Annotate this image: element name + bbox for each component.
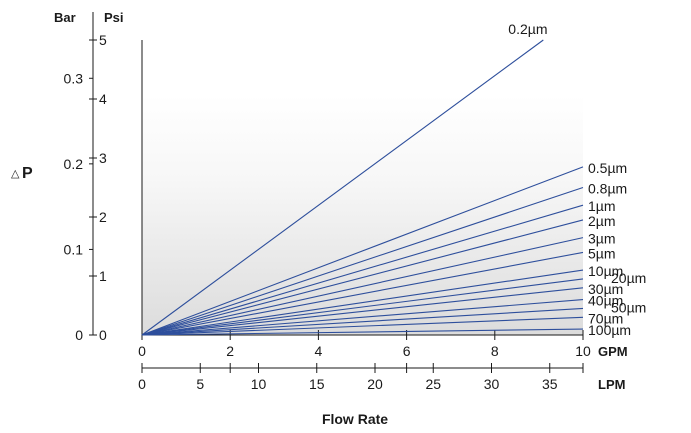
psi-unit-label: Psi bbox=[104, 10, 124, 25]
series-label: 10µm bbox=[588, 263, 623, 279]
lpm-tick-label: 35 bbox=[542, 376, 558, 392]
series-line-0_8um bbox=[141, 186, 584, 336]
series-label: 5µm bbox=[588, 245, 616, 261]
series-label: 100µm bbox=[588, 322, 631, 338]
lpm-tick-label: 0 bbox=[138, 376, 146, 392]
series-line-40um bbox=[141, 299, 584, 336]
gpm-tick-label: 4 bbox=[315, 343, 323, 359]
lpm-unit-label: LPM bbox=[598, 377, 625, 392]
psi-tick-label: 3 bbox=[99, 150, 107, 166]
psi-tick-label: 1 bbox=[99, 268, 107, 284]
series-line-0_5um bbox=[141, 166, 584, 336]
psi-tick-label: 5 bbox=[99, 32, 107, 48]
series-line-100um bbox=[141, 328, 584, 336]
psi-tick-label: 4 bbox=[99, 91, 107, 107]
series-label: 0.8µm bbox=[588, 181, 627, 197]
bar-tick-label: 0.3 bbox=[64, 70, 84, 86]
axes bbox=[89, 12, 584, 373]
lpm-tick-label: 20 bbox=[367, 376, 383, 392]
series-line-50um bbox=[141, 307, 584, 336]
series-label: 0.2µm bbox=[508, 21, 547, 37]
series-label: 2µm bbox=[588, 213, 616, 229]
lpm-tick-label: 10 bbox=[251, 376, 267, 392]
gpm-tick-label: 6 bbox=[403, 343, 411, 359]
series-line-1um bbox=[141, 204, 584, 336]
series-label: 40µm bbox=[588, 293, 623, 309]
series-line-2um bbox=[141, 219, 584, 336]
series-line-20um bbox=[141, 278, 584, 336]
series-line-0_2um bbox=[141, 39, 544, 336]
psi-tick-label: 0 bbox=[99, 327, 107, 343]
gpm-tick-label: 2 bbox=[226, 343, 234, 359]
delta-symbol: △ bbox=[11, 168, 20, 180]
series-line-5um bbox=[141, 251, 584, 336]
bar-tick-label: 0 bbox=[75, 327, 83, 343]
series-label: 30µm bbox=[588, 281, 623, 297]
gpm-unit-label: GPM bbox=[598, 344, 628, 359]
bar-tick-label: 0.1 bbox=[64, 241, 84, 257]
series-label: 50µm bbox=[611, 299, 646, 315]
series-label: 20µm bbox=[611, 270, 646, 286]
x-axis-title: Flow Rate bbox=[322, 411, 388, 427]
y-axis-title: P bbox=[22, 165, 33, 182]
series-label: 0.5µm bbox=[588, 160, 627, 176]
tick-labels: 0 1 2 3 4 5 0 0.1 0.2 0.3 0 2 4 6 8 10 0 5 10 15 20 25 30 35 bbox=[64, 32, 591, 392]
gpm-tick-label: 10 bbox=[575, 343, 591, 359]
plot-background bbox=[142, 95, 583, 335]
series-label: 3µm bbox=[588, 231, 616, 247]
bar-tick-label: 0.2 bbox=[64, 156, 84, 172]
series-line-3um bbox=[141, 237, 584, 336]
series-lines bbox=[141, 39, 584, 336]
psi-tick-label: 2 bbox=[99, 209, 107, 225]
lpm-tick-label: 5 bbox=[196, 376, 204, 392]
series-label: 70µm bbox=[588, 310, 623, 326]
series-line-10um bbox=[141, 269, 584, 336]
series-line-70um bbox=[141, 316, 584, 336]
lpm-tick-label: 25 bbox=[425, 376, 441, 392]
lpm-tick-label: 15 bbox=[309, 376, 325, 392]
gpm-tick-label: 0 bbox=[138, 343, 146, 359]
lpm-tick-label: 30 bbox=[484, 376, 500, 392]
bar-unit-label: Bar bbox=[54, 10, 76, 25]
series-line-30um bbox=[141, 287, 584, 336]
gpm-tick-label: 8 bbox=[491, 343, 499, 359]
series-label: 1µm bbox=[588, 198, 616, 214]
